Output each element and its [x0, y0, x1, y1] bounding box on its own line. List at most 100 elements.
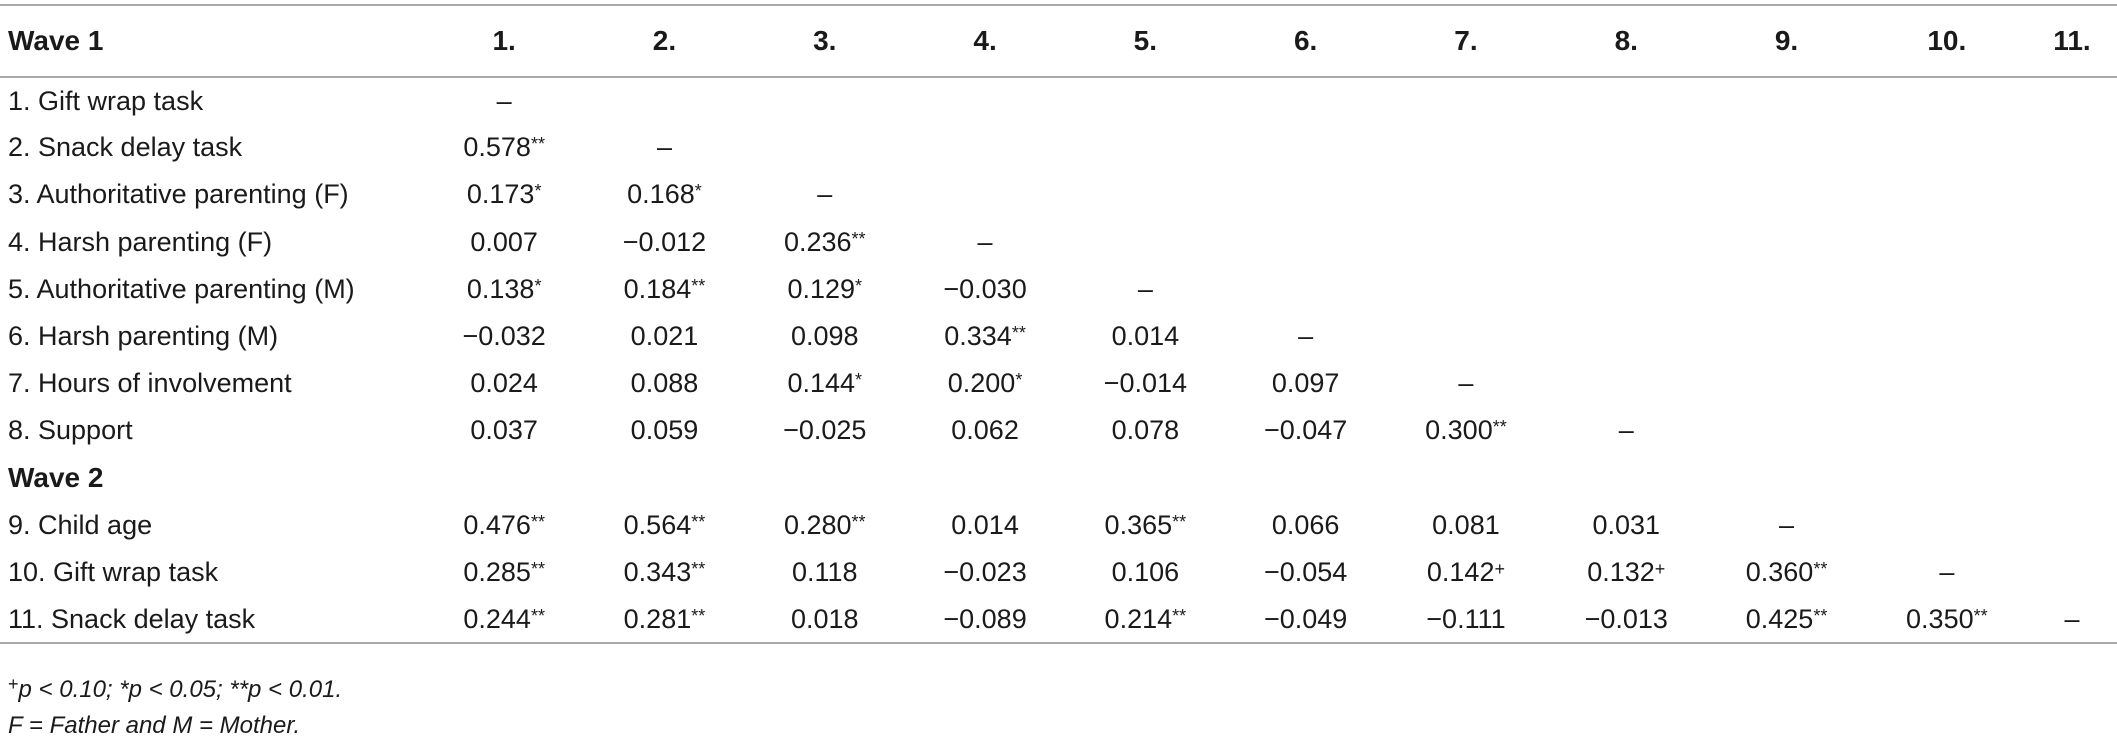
table-cell: −0.054 — [1226, 549, 1386, 596]
table-cell — [1065, 77, 1225, 124]
cell-value: 0.081 — [1432, 509, 1500, 540]
table-cell — [745, 124, 905, 171]
column-header: 2. — [652, 25, 677, 56]
table-cell — [584, 77, 744, 124]
cell-value: 0.168 — [627, 179, 695, 210]
table-cell: −0.030 — [905, 266, 1065, 313]
table-cell — [1546, 360, 1706, 407]
table-cell: −0.047 — [1226, 407, 1386, 454]
cell-value: – — [1618, 415, 1634, 446]
table-row: 8. Support 0.037 0.059 −0.025 0.062 0.078 −0.0… — [0, 407, 2117, 454]
cell-value: – — [1779, 509, 1795, 540]
row-label: 1. Gift wrap task — [8, 85, 204, 116]
table-cell: 0.334** — [905, 313, 1065, 360]
cell-value: – — [496, 85, 512, 116]
significance-marker: ** — [530, 511, 545, 532]
cell-value: 0.118 — [791, 556, 858, 587]
cell-value: 0.236 — [783, 226, 852, 257]
cell-value: 0.343 — [623, 556, 692, 587]
row-label: 10. Gift wrap task — [8, 556, 219, 587]
table-cell: 0.144* — [745, 360, 905, 407]
table-cell — [1706, 313, 1866, 360]
cell-value: 0.106 — [1111, 556, 1180, 587]
correlation-table: Wave 1 1. 2. 3. 4. 5. 6. 7. 8. 9. 10. 11. 1. Gift … — [0, 4, 2117, 644]
significance-marker: ** — [1813, 558, 1828, 579]
table-cell: 0.168* — [584, 171, 744, 218]
table-cell: – — [424, 77, 584, 124]
table-cell: 0.059 — [584, 407, 744, 454]
cell-value: −0.111 — [1426, 603, 1506, 634]
table-cell: – — [1546, 407, 1706, 454]
cell-value: 0.173 — [466, 179, 535, 210]
abbreviation-note: F = Father and M = Mother. — [8, 712, 301, 739]
table-row: 9. Child age 0.476** 0.564** 0.280** 0.014 0.… — [0, 502, 2117, 549]
table-cell: – — [1706, 502, 1866, 549]
table-cell — [1867, 171, 2027, 218]
table-cell — [2027, 171, 2117, 218]
column-header: 5. — [1133, 25, 1158, 56]
table-cell — [1065, 124, 1225, 171]
row-label: 2. Snack delay task — [8, 132, 243, 163]
table-cell: −0.012 — [584, 219, 744, 266]
table-cell — [1706, 219, 1866, 266]
table-cell — [745, 77, 905, 124]
column-header: 10. — [1927, 25, 1967, 56]
cell-value: 0.285 — [463, 556, 531, 587]
table-cell — [1546, 124, 1706, 171]
table-cell — [1065, 171, 1225, 218]
significance-marker: * — [1015, 370, 1023, 391]
table-cell: 0.578** — [424, 124, 584, 171]
significance-marker: * — [694, 181, 702, 202]
cell-value: 0.129 — [787, 273, 856, 304]
cell-value: 0.280 — [783, 509, 852, 540]
table-cell: 0.300** — [1386, 407, 1546, 454]
significance-marker: * — [534, 181, 542, 202]
cell-value: 0.138 — [466, 273, 535, 304]
table-cell: – — [745, 171, 905, 218]
row-label: 6. Harsh parenting (M) — [8, 321, 279, 352]
table-cell — [1867, 77, 2027, 124]
table-cell: 0.088 — [584, 360, 744, 407]
column-header: 9. — [1774, 25, 1799, 56]
cell-value: – — [1939, 556, 1955, 587]
table-cell: 0.425** — [1706, 596, 1866, 643]
cell-value: – — [1298, 321, 1314, 352]
table-cell — [1226, 171, 1386, 218]
table-cell — [2027, 360, 2117, 407]
table-cell — [1867, 502, 2027, 549]
cell-value: 0.281 — [623, 603, 692, 634]
significance-marker: ** — [1011, 323, 1026, 344]
cell-value: 0.578 — [463, 132, 531, 163]
cell-value: 0.014 — [1111, 321, 1180, 352]
row-label: 4. Harsh parenting (F) — [8, 226, 273, 257]
table-cell — [1706, 171, 1866, 218]
cell-value: 0.037 — [470, 415, 538, 446]
table-cell — [1546, 219, 1706, 266]
cell-value: – — [1137, 273, 1153, 304]
row-label: 8. Support — [8, 415, 133, 446]
table-cell: 0.024 — [424, 360, 584, 407]
table-cell: 0.476** — [424, 502, 584, 549]
table-cell: −0.025 — [745, 407, 905, 454]
table-cell: −0.049 — [1226, 596, 1386, 643]
table-cell: – — [1867, 549, 2027, 596]
cell-value: 0.066 — [1271, 509, 1340, 540]
table-cell: 0.014 — [1065, 313, 1225, 360]
table-cell — [1867, 266, 2027, 313]
table-cell: 0.014 — [905, 502, 1065, 549]
cell-value: 0.334 — [944, 321, 1012, 352]
table-cell — [1546, 171, 1706, 218]
table-cell — [2027, 77, 2117, 124]
table-cell — [2027, 407, 2117, 454]
table-cell: 0.018 — [745, 596, 905, 643]
significance-marker: ** — [1172, 511, 1187, 532]
cell-value: −0.025 — [783, 415, 867, 446]
table-cell — [2027, 313, 2117, 360]
row-label: 3. Authoritative parenting (F) — [8, 179, 349, 210]
significance-marker: ** — [691, 558, 706, 579]
table-cell: 0.132+ — [1546, 549, 1706, 596]
table-cell: 0.078 — [1065, 407, 1225, 454]
cell-value: 0.021 — [630, 321, 699, 352]
significance-marker: + — [1494, 558, 1505, 579]
table-cell — [1065, 219, 1225, 266]
